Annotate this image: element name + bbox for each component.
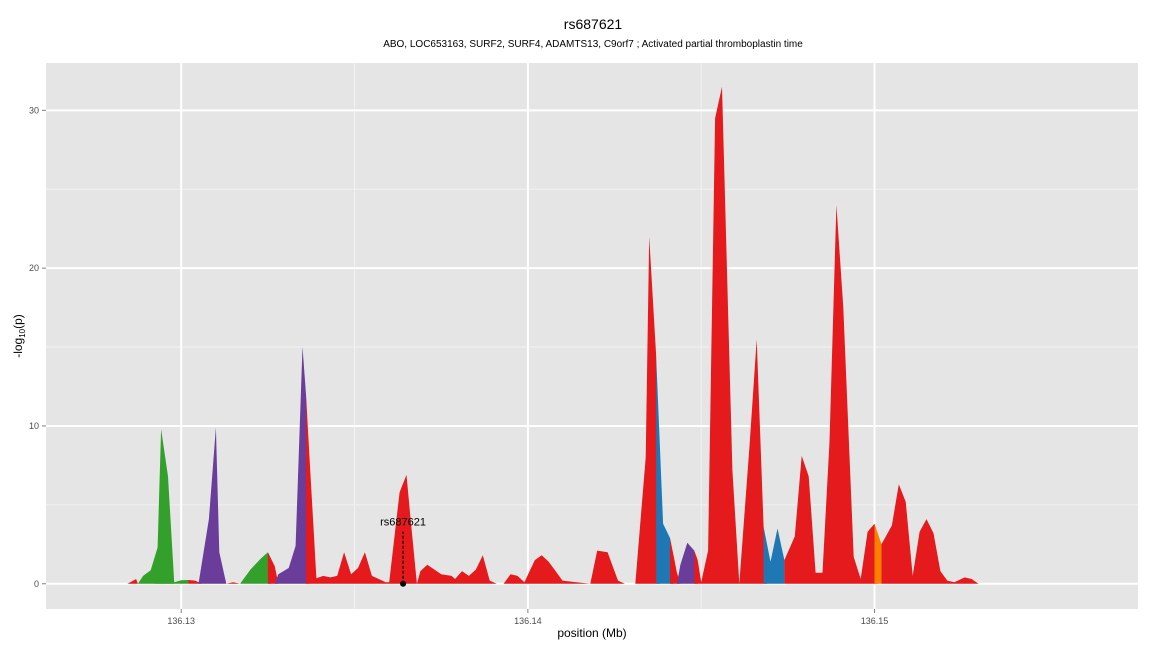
y-axis-label-sub: 10 xyxy=(18,328,27,337)
y-axis-label-main: -log xyxy=(11,338,25,358)
x-axis-label: position (Mb) xyxy=(557,626,626,640)
y-tick-label: 0 xyxy=(34,579,39,589)
chart-title: rs687621 xyxy=(564,16,623,32)
area-segment-red xyxy=(694,86,768,584)
annotations: rs687621 xyxy=(380,517,426,587)
area-segment-purple xyxy=(198,427,227,584)
area-segment-red xyxy=(267,552,279,584)
y-tick-label: 10 xyxy=(29,421,39,431)
chart-subtitle: ABO, LOC653163, SURF2, SURF4, ADAMTS13, … xyxy=(383,39,803,50)
area-segment-red xyxy=(670,538,681,584)
x-tick-label: 136.15 xyxy=(861,616,889,626)
area-segment-orange xyxy=(874,523,882,584)
y-tick-label: 20 xyxy=(29,263,39,273)
area-segment-red xyxy=(127,579,138,584)
area-segment-red xyxy=(226,582,241,584)
area-segment-red xyxy=(784,205,878,584)
area-segment-red xyxy=(881,484,979,584)
plot-panel xyxy=(46,63,1138,609)
area-segment-green xyxy=(137,429,189,584)
y-tick-label: 30 xyxy=(29,105,39,115)
area-segment-green xyxy=(153,580,189,584)
area-segment-red xyxy=(188,580,202,584)
annotation-point xyxy=(400,580,407,587)
area-segment-purple xyxy=(676,542,698,584)
y-axis-ticks: 0 10 20 30 xyxy=(29,105,46,589)
area-segment-green xyxy=(240,552,272,584)
x-tick-label: 136.13 xyxy=(167,616,195,626)
area-segment-purple xyxy=(274,347,310,584)
association-areas xyxy=(127,86,979,584)
x-axis-ticks: 136.13 136.14 136.15 xyxy=(167,609,888,626)
area-segment-blue xyxy=(763,526,785,584)
annotation-label: rs687621 xyxy=(380,517,426,529)
area-segment-blue xyxy=(656,354,674,584)
y-axis-label: -log10(p) xyxy=(11,314,27,358)
x-tick-label: 136.14 xyxy=(514,616,542,626)
y-axis-label-tail: (p) xyxy=(11,314,25,329)
